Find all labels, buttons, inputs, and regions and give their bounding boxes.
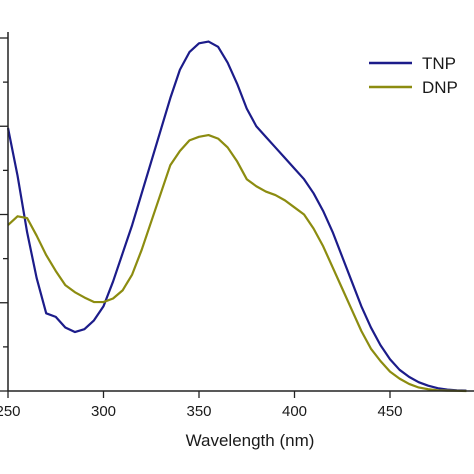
x-tick-label: 450 bbox=[377, 403, 402, 420]
x-tick-label: 400 bbox=[282, 403, 307, 420]
x-ticks: 250 300 350 400 450 bbox=[0, 391, 403, 420]
series-line-tnp bbox=[6, 40, 467, 392]
x-axis-title: Wavelength (nm) bbox=[186, 431, 315, 450]
legend-label-tnp: TNP bbox=[422, 54, 456, 73]
x-tick-label: 250 bbox=[0, 403, 21, 420]
legend-label-dnp: DNP bbox=[422, 78, 458, 97]
x-tick-label: 350 bbox=[186, 403, 211, 420]
plot-area bbox=[6, 40, 467, 393]
legend: TNP DNP bbox=[369, 54, 458, 97]
x-tick-label: 300 bbox=[91, 403, 116, 420]
series-line-dnp bbox=[7, 133, 467, 393]
y-ticks bbox=[0, 37, 8, 392]
